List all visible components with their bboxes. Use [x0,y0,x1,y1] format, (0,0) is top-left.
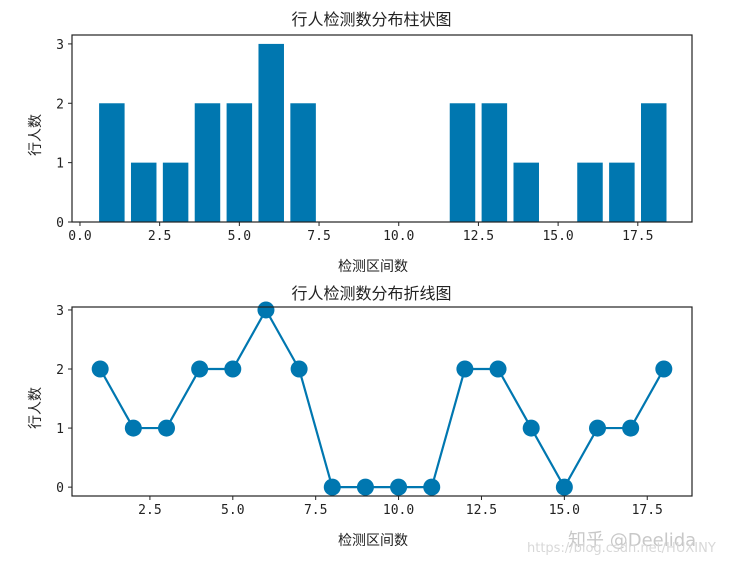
bar [290,103,316,222]
line-xtick-label: 5.0 [221,503,244,518]
bar-chart-title: 行人检测数分布柱状图 [291,10,452,29]
bar-axes-frame [71,34,693,223]
bar [226,103,253,222]
line-chart-title: 行人检测数分布折线图 [291,284,452,303]
bar [609,162,635,222]
line-marker [489,360,507,378]
line-marker [456,360,474,378]
bar-xtick-label: 2.5 [148,229,171,244]
bar-ytick-label: 2 [56,97,64,112]
bar [130,162,157,222]
watermark-url: https://blog.csdn.net/HUXINY [527,541,716,556]
bar [162,162,189,222]
bar-xtick-label: 7.5 [307,229,330,244]
line-marker [224,360,242,378]
line-marker [191,360,209,378]
line-xtick-label: 2.5 [138,503,161,518]
line-marker [290,360,308,378]
line-marker [390,478,408,496]
line-marker [622,419,640,437]
line-chart-xlabel: 检测区间数 [338,533,408,549]
line-marker [257,301,275,319]
line-xtick-label: 7.5 [304,503,327,518]
line-marker [91,360,109,378]
bar [449,103,476,222]
bar-xtick-label: 0.0 [68,229,91,244]
bar [99,103,125,222]
bar-chart-xlabel: 检测区间数 [338,259,408,275]
bar [194,103,221,222]
line-marker [356,478,374,496]
bar-xtick-label: 15.0 [542,229,573,244]
bar [577,162,603,222]
bar-ytick-label: 0 [56,216,64,231]
watermark-zhihu: 知乎 @Deelida [568,530,697,551]
line-marker [589,419,607,437]
line-series [99,307,665,490]
bar [640,103,667,222]
line-ytick-label: 2 [56,363,64,378]
line-xtick-label: 15.0 [549,503,580,518]
line-marker [655,360,673,378]
bar-xtick-label: 5.0 [228,229,251,244]
line-axes-frame [71,306,693,497]
line-marker [323,478,341,496]
bar-xtick-label: 10.0 [383,229,414,244]
line-xtick-label: 10.0 [383,503,414,518]
line-xtick-label: 17.5 [632,503,663,518]
line-marker [522,419,540,437]
line-ytick-label: 0 [56,481,64,496]
line-ytick-label: 1 [56,422,64,437]
line-marker [124,419,142,437]
bar [258,43,284,223]
bar-ytick-label: 3 [56,38,64,53]
line-marker [157,419,175,437]
bar-ytick-label: 1 [56,157,64,172]
bar-xtick-label: 12.5 [463,229,494,244]
line-ytick-label: 3 [56,304,64,319]
bar [481,103,508,222]
line-marker [555,478,573,496]
line-xtick-label: 12.5 [466,503,497,518]
line-marker [423,478,441,496]
bar-xtick-label: 17.5 [622,229,653,244]
bar [513,162,539,222]
